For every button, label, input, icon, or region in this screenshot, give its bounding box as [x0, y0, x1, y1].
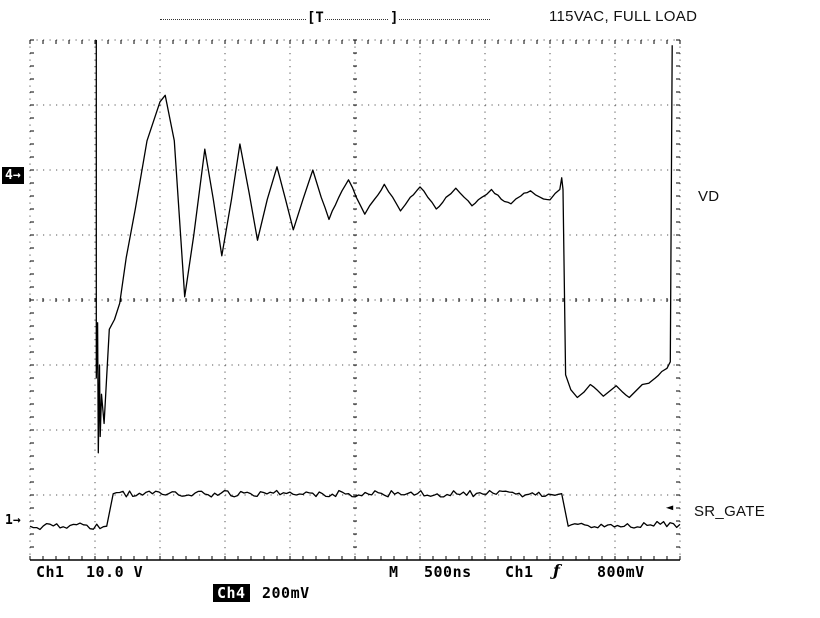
timebase-label: M — [389, 563, 399, 581]
trace-label-vd: VD — [698, 188, 720, 205]
trace-vd — [95, 40, 673, 454]
acquisition-preview-line — [160, 19, 490, 20]
trigger-source: Ch1 — [505, 563, 534, 581]
ch4-scale: 200mV — [262, 584, 310, 602]
trigger-level-value: 800mV — [597, 563, 645, 581]
window-end-marker: ] — [389, 10, 400, 26]
ch4-position-marker: 4→ — [2, 167, 24, 184]
trigger-position-marker: [T — [306, 10, 325, 26]
ch4-label: Ch4 — [213, 584, 250, 602]
ch1-position-marker: 1→ — [5, 513, 21, 528]
ch1-scale: 10.0 V — [86, 563, 144, 581]
trace-sr-gate — [29, 489, 681, 531]
trigger-level-icon: ◄ — [666, 500, 674, 514]
timebase-value: 500ns — [424, 563, 472, 581]
ch1-label: Ch1 — [36, 563, 65, 581]
condition-label: 115VAC, FULL LOAD — [549, 8, 698, 25]
trace-label-sr-gate: SR_GATE — [694, 503, 766, 520]
trigger-slope-icon: ƒ — [553, 561, 560, 580]
